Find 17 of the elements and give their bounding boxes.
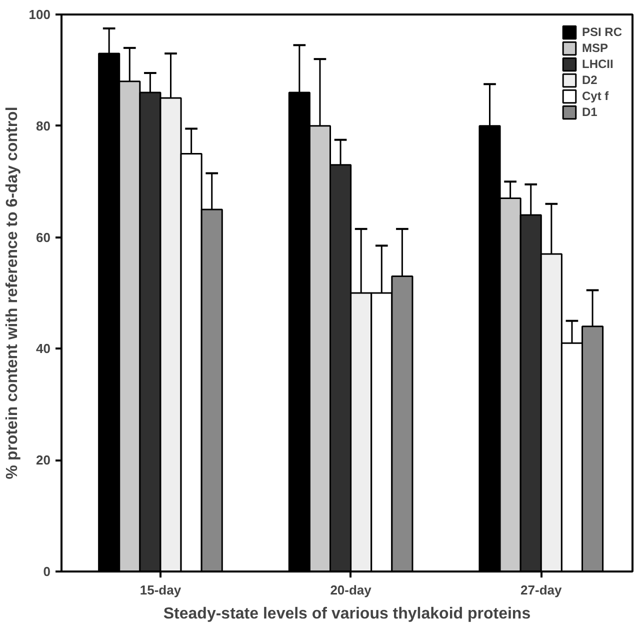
legend-label: MSP <box>582 40 608 56</box>
y-tick-label: 100 <box>28 7 51 22</box>
legend-label: D1 <box>582 104 598 120</box>
y-axis-title: % protein content with reference to 6-day control <box>4 106 21 480</box>
legend-label: D2 <box>582 72 598 88</box>
x-axis-title: Steady-state levels of various thylakoid proteins <box>163 606 531 622</box>
y-tick-label: 40 <box>36 341 51 356</box>
y-tick-label: 60 <box>36 230 51 245</box>
x-tick-label: 27-day <box>520 582 563 598</box>
y-tick-label: 20 <box>36 452 51 468</box>
y-tick-label: 80 <box>36 118 51 134</box>
x-tick-label: 20-day <box>330 582 372 598</box>
legend-label: LHCII <box>582 56 614 72</box>
x-tick-label: 15-day <box>140 582 182 598</box>
y-tick-label: 0 <box>43 564 51 579</box>
legend-label: Cyt f <box>582 88 609 104</box>
legend-label: PSI RC <box>582 24 622 40</box>
